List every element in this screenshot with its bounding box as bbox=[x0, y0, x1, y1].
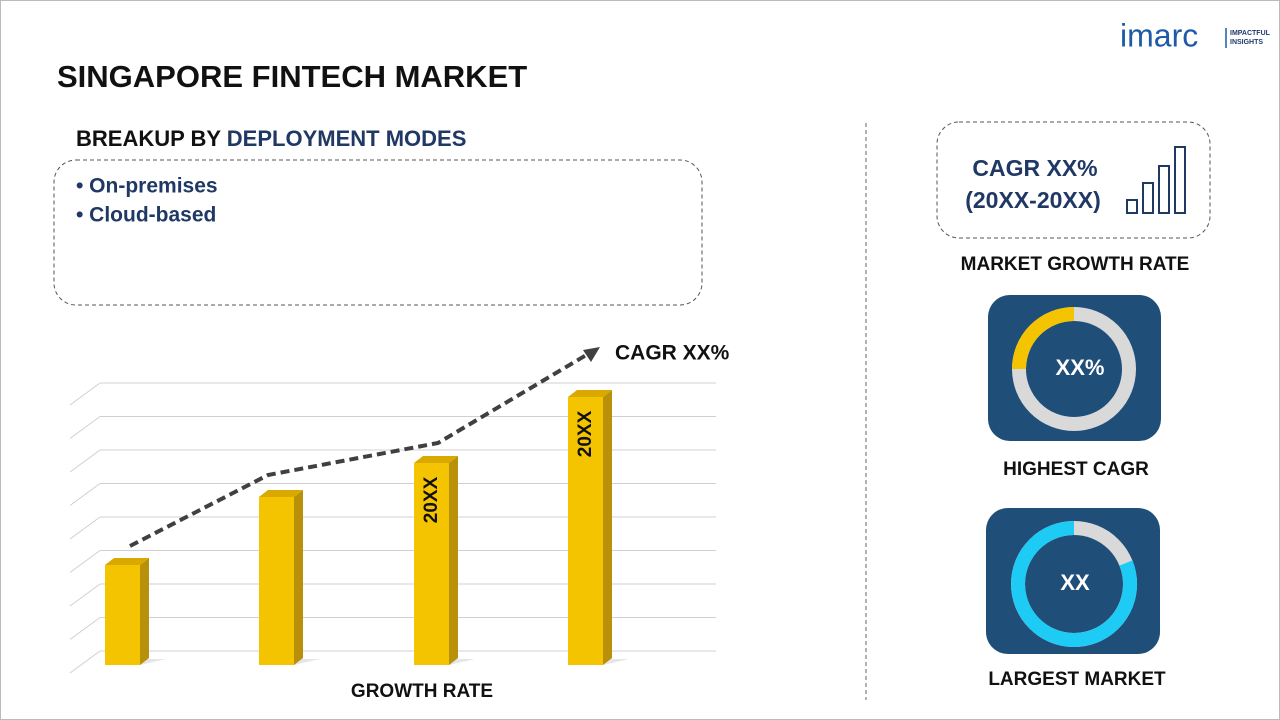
breakup-prefix: BREAKUP BY bbox=[76, 126, 221, 151]
bars bbox=[105, 390, 629, 665]
cagr-caption: HIGHEST CAGR bbox=[1003, 459, 1149, 480]
cagr-value: XX% bbox=[1056, 355, 1105, 380]
market-value: XX bbox=[1060, 570, 1090, 595]
breakup-item: • On-premises bbox=[76, 175, 218, 198]
bar-top bbox=[259, 490, 303, 497]
grid-edge bbox=[69, 516, 101, 540]
bar-side bbox=[603, 390, 612, 665]
bar-label: 20XX bbox=[421, 476, 442, 523]
growth-caption: MARKET GROWTH RATE bbox=[961, 254, 1190, 275]
breakup-item: • Cloud-based bbox=[76, 204, 216, 227]
logo: imarc bbox=[1120, 17, 1198, 53]
bar bbox=[105, 565, 140, 665]
breakup-highlight: DEPLOYMENT MODES bbox=[227, 126, 467, 151]
grid-edge bbox=[69, 483, 101, 506]
logo-tagline: INSIGHTS bbox=[1230, 39, 1263, 46]
donut-arc bbox=[1012, 307, 1075, 370]
growth-box bbox=[936, 121, 1211, 239]
grid-edge bbox=[69, 550, 101, 573]
chart-grid bbox=[69, 382, 716, 674]
bar bbox=[414, 463, 449, 665]
bar bbox=[259, 497, 294, 665]
market-caption: LARGEST MARKET bbox=[988, 669, 1166, 690]
bar-side bbox=[294, 490, 303, 665]
bar-top bbox=[105, 558, 149, 565]
breakup-box bbox=[53, 159, 703, 306]
chart-caption: GROWTH RATE bbox=[351, 681, 493, 702]
grid-edge bbox=[69, 583, 101, 607]
arrow-head bbox=[583, 347, 600, 362]
grid-edge bbox=[69, 382, 101, 406]
bar-side bbox=[449, 456, 458, 665]
page-title: SINGAPORE FINTECH MARKET bbox=[57, 59, 527, 94]
donut-arc bbox=[1011, 521, 1138, 647]
breakup-heading: BREAKUP BY DEPLOYMENT MODES bbox=[76, 126, 466, 151]
growth-icon bbox=[1126, 146, 1186, 214]
bar-label: 20XX bbox=[575, 410, 596, 457]
bar-top bbox=[568, 390, 612, 397]
chart-cagr: CAGR XX% bbox=[615, 342, 730, 365]
grid-edge bbox=[69, 449, 101, 473]
grid-edge bbox=[69, 416, 101, 439]
trend-arrow bbox=[129, 352, 590, 548]
logo-tagline: IMPACTFUL bbox=[1230, 30, 1271, 37]
grid-edge bbox=[69, 617, 101, 640]
bar-side bbox=[140, 558, 149, 665]
bar-top bbox=[414, 456, 458, 463]
grid-edge bbox=[69, 650, 101, 674]
bar bbox=[568, 397, 603, 665]
growth-cagr: CAGR XX% bbox=[972, 155, 1097, 181]
growth-period: (20XX-20XX) bbox=[965, 187, 1101, 213]
